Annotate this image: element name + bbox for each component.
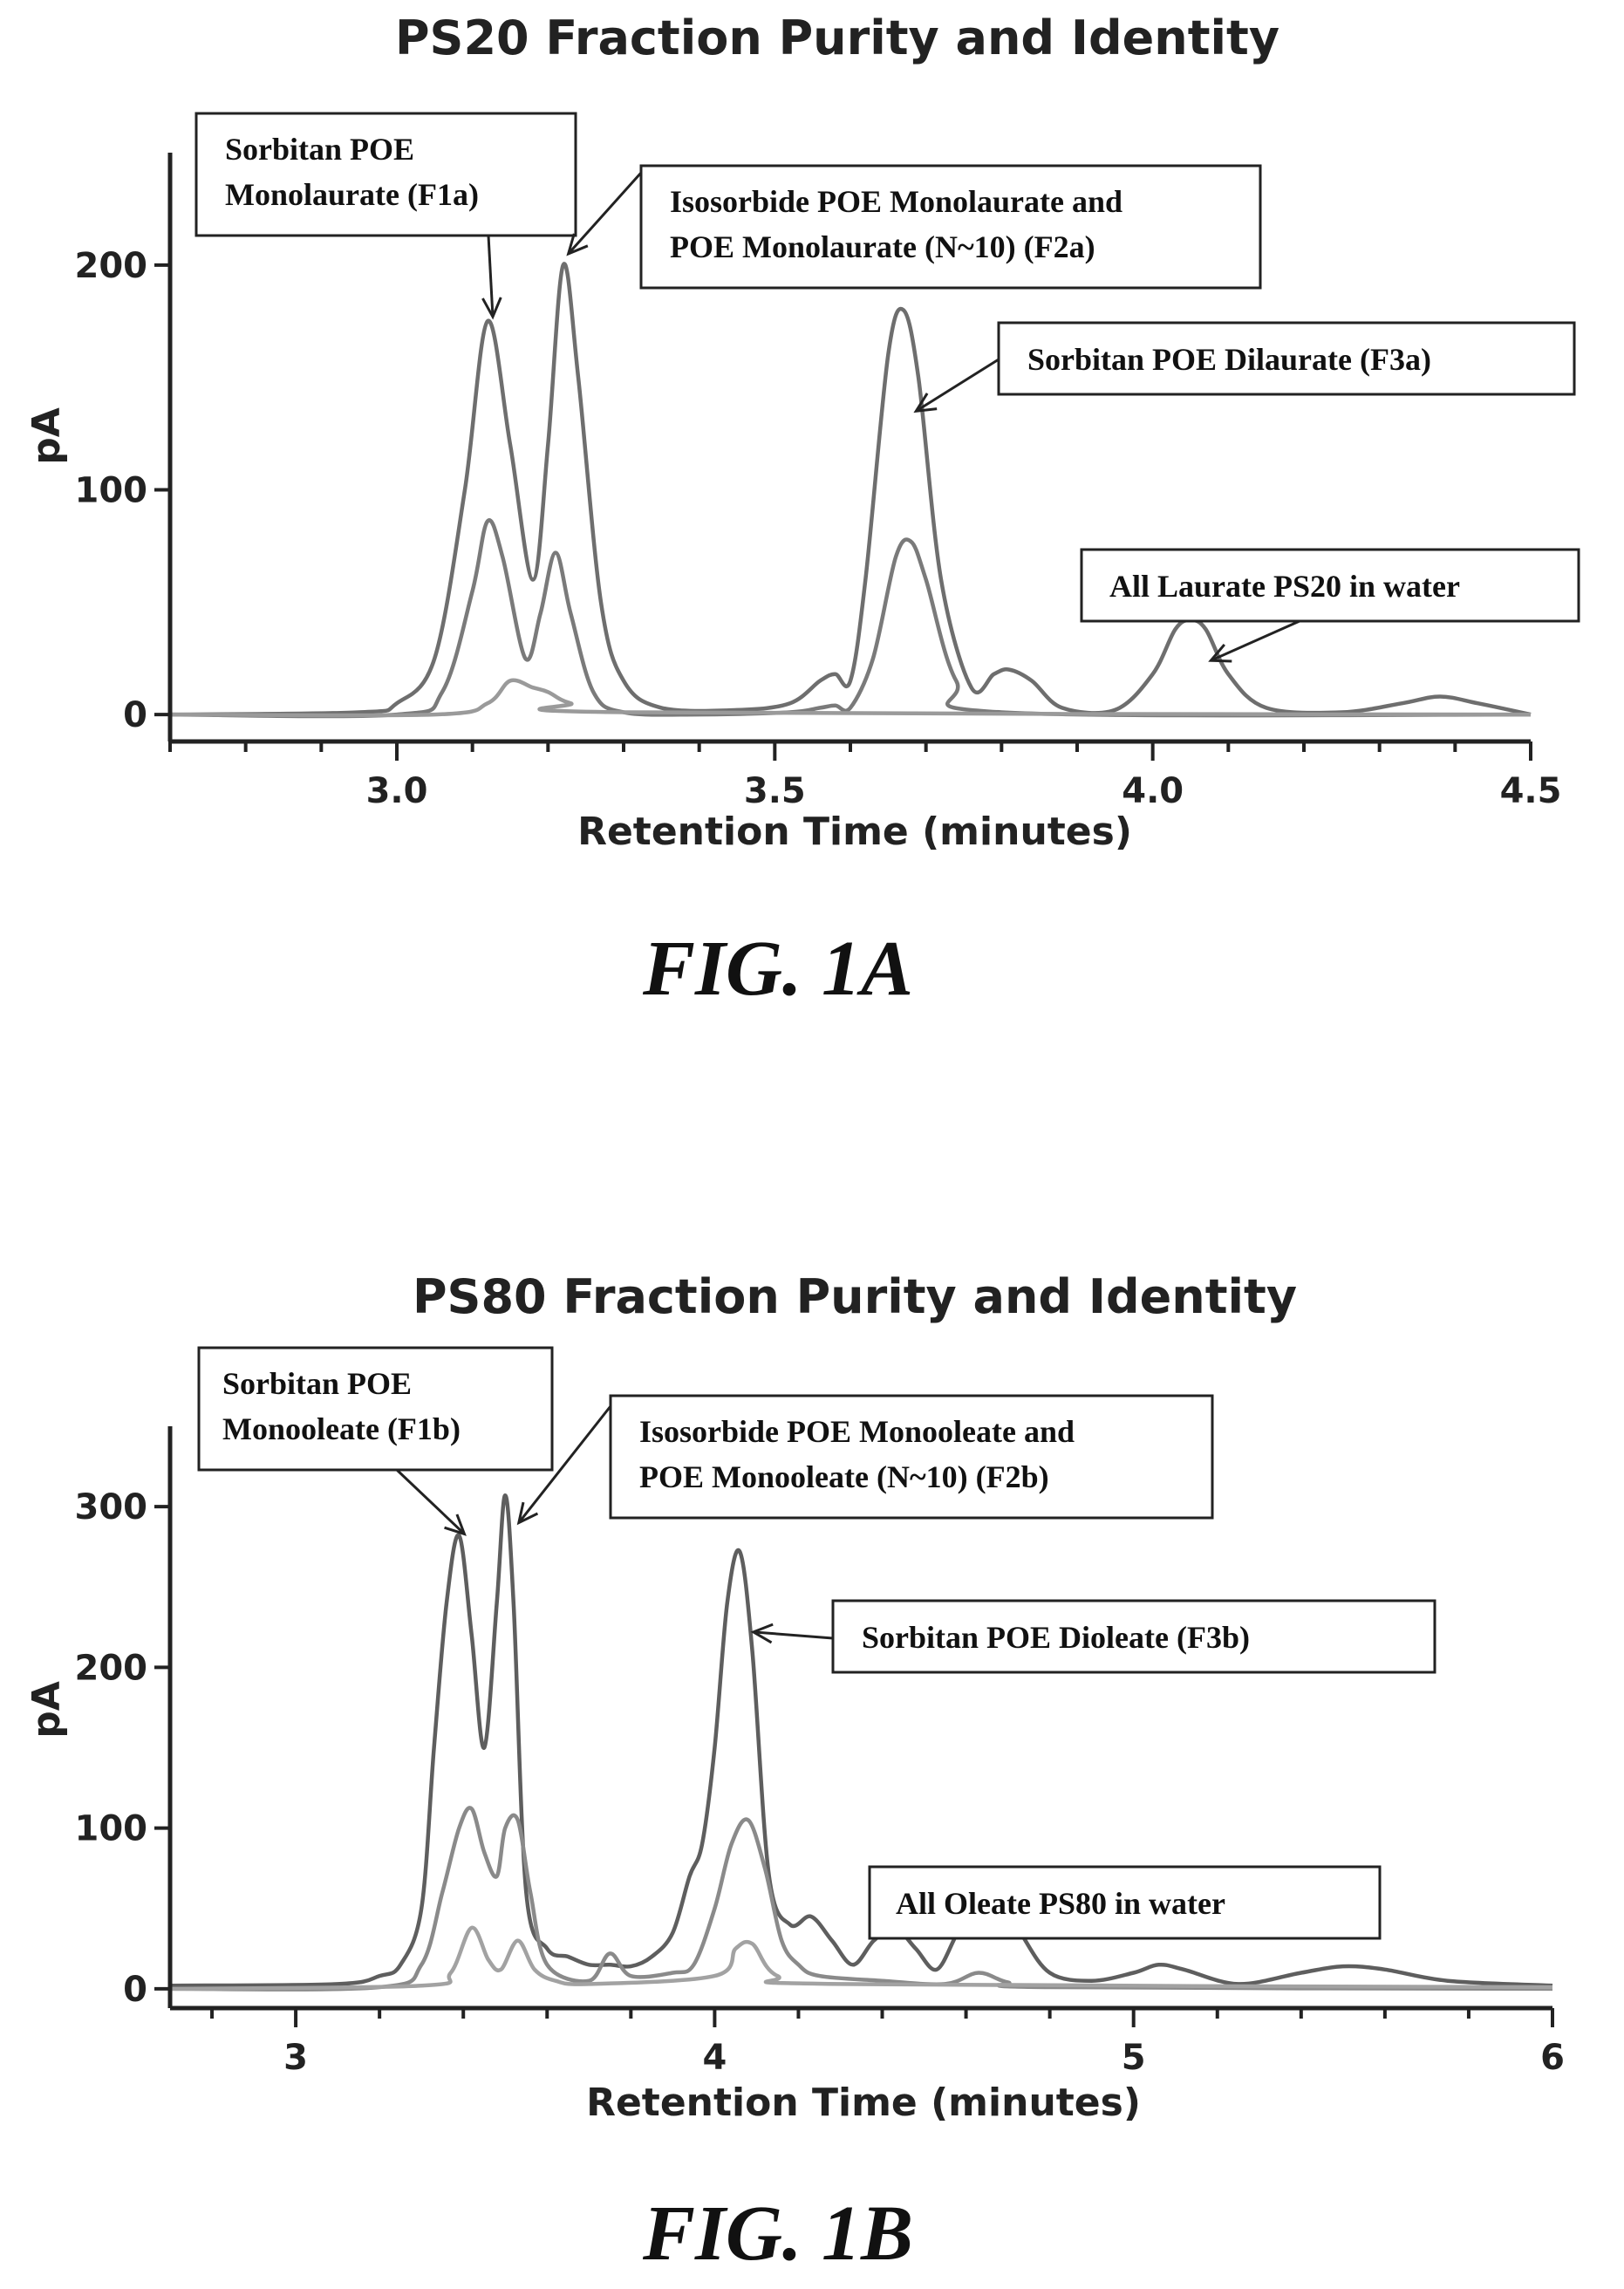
chart-panel-ps80: PS80 Fraction Purity and Identity Retent… [0, 1134, 1624, 2285]
y-axis-label: pA [24, 1681, 69, 1739]
annotation-arrow [569, 173, 641, 254]
y-tick-label: 0 [123, 1970, 147, 2010]
chart-panel-ps20: PS20 Fraction Purity and Identity Retent… [0, 0, 1624, 1134]
annotation-label: Monooleate (F1b) [222, 1411, 461, 1446]
x-tick-label: 5 [1122, 2038, 1146, 2078]
annotation-arrow [754, 1632, 833, 1638]
x-tick-label: 4 [702, 2038, 727, 2078]
annotation-label: All Laurate PS20 in water [1109, 569, 1460, 604]
y-tick-label: 200 [75, 1648, 148, 1688]
x-tick-label: 4.5 [1500, 771, 1562, 811]
chart-title: PS80 Fraction Purity and Identity [413, 1269, 1297, 1324]
figure-label: FIG. 1B [642, 2190, 913, 2277]
annotation-label: All Oleate PS80 in water [896, 1886, 1225, 1921]
annotation-arrow [397, 1470, 464, 1534]
annotation-label: Isosorbide POE Monolaurate and [670, 184, 1122, 219]
x-tick-label: 4.0 [1122, 771, 1184, 811]
annotation-arrow [1211, 621, 1300, 660]
x-tick-label: 3.5 [744, 771, 806, 811]
annotation-arrow [916, 359, 999, 411]
annotation-label: Sorbitan POE Dilaurate (F3a) [1027, 342, 1431, 377]
annotation-callout: Sorbitan POE Dioleate (F3b) [754, 1601, 1435, 1672]
annotation-arrow [488, 236, 493, 317]
annotation-callout: Isosorbide POE Monolaurate and POE Monola… [569, 166, 1260, 288]
annotation-callout: Sorbitan POE Dilaurate (F3a) [916, 323, 1574, 411]
chart-title: PS20 Fraction Purity and Identity [395, 10, 1279, 65]
annotation-callout: Sorbitan POE Monolaurate (F1a) [196, 113, 576, 317]
y-tick-label: 0 [123, 695, 147, 735]
annotation-callout: All Laurate PS20 in water [1082, 550, 1579, 661]
annotation-label: Sorbitan POE Dioleate (F3b) [862, 1620, 1250, 1655]
x-tick-label: 6 [1540, 2038, 1565, 2078]
figure-label: FIG. 1A [642, 926, 913, 1012]
x-axis-label: Retention Time (minutes) [577, 810, 1132, 854]
y-tick-label: 200 [75, 246, 148, 286]
annotation-callout: Sorbitan POE Monooleate (F1b) [199, 1348, 552, 1534]
annotation-callout: All Oleate PS80 in water [870, 1867, 1380, 1938]
annotation-label: Sorbitan POE [222, 1366, 412, 1401]
annotation-label: POE Monolaurate (N~10) (F2a) [670, 229, 1095, 264]
annotation-label: Isosorbide POE Monooleate and [639, 1414, 1075, 1449]
annotation-label: Monolaurate (F1a) [225, 177, 479, 212]
chart-ps20-svg: PS20 Fraction Purity and Identity Retent… [0, 0, 1624, 1134]
x-tick-label: 3.0 [366, 771, 428, 811]
annotation-label: Sorbitan POE [225, 132, 414, 167]
x-tick-label: 3 [283, 2038, 308, 2078]
x-axis-label: Retention Time (minutes) [586, 2081, 1141, 2125]
y-tick-label: 100 [75, 470, 148, 510]
annotation-label: POE Monooleate (N~10) (F2b) [639, 1459, 1049, 1494]
y-tick-label: 300 [75, 1487, 148, 1527]
annotation-callout: Isosorbide POE Monooleate and POE Monoole… [519, 1396, 1212, 1523]
y-axis-label: pA [24, 407, 69, 465]
chart-marks: 3.0 3.5 4.0 4.5 0 100 200 Sorbitan POE Monolaura… [75, 113, 1580, 811]
chart-ps80-svg: PS80 Fraction Purity and Identity Retent… [0, 1134, 1624, 2285]
chart-marks: 3 4 5 6 0 100 200 300 Sorbitan POE Monooleate (F1… [75, 1348, 1565, 2078]
y-tick-label: 100 [75, 1809, 148, 1849]
